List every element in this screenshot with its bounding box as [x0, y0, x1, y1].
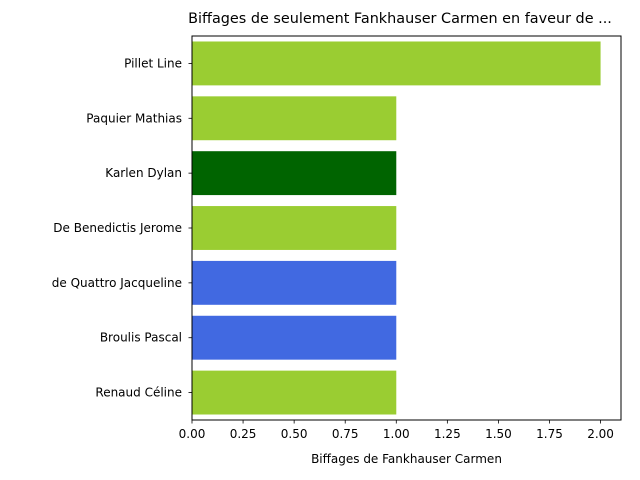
bar	[192, 151, 397, 196]
chart-title: Biffages de seulement Fankhauser Carmen …	[188, 11, 612, 27]
y-tick-label: De Benedictis Jerome	[53, 221, 182, 235]
bar	[192, 370, 397, 415]
bar	[192, 206, 397, 250]
bar	[192, 41, 601, 86]
x-tick-label: 0.50	[281, 427, 308, 441]
x-tick-label: 2.00	[587, 427, 614, 441]
bar	[192, 260, 397, 305]
x-tick-label: 0.25	[230, 427, 257, 441]
x-axis-ticks: 0.00 0.25 0.50 0.75 1.00 1.25 1.50 1.75 2.00	[179, 420, 614, 441]
y-tick-label: Pillet Line	[124, 56, 182, 70]
x-tick-label: 1.00	[383, 427, 410, 441]
y-tick-label: Karlen Dylan	[105, 166, 182, 180]
y-tick-label: de Quattro Jacqueline	[52, 276, 182, 290]
y-axis-ticks: Pillet Line Paquier Mathias Karlen Dylan De…	[52, 56, 192, 400]
x-tick-label: 1.25	[434, 427, 461, 441]
y-tick-label: Renaud Céline	[95, 386, 182, 400]
x-axis-label: Biffages de Fankhauser Carmen	[311, 452, 502, 466]
bar	[192, 315, 397, 360]
x-tick-label: 1.75	[536, 427, 563, 441]
x-tick-label: 0.00	[179, 427, 206, 441]
bar	[192, 96, 397, 141]
y-tick-label: Broulis Pascal	[100, 331, 182, 345]
x-tick-label: 0.75	[332, 427, 359, 441]
bars-group	[192, 41, 601, 415]
plot-frame	[191, 35, 622, 421]
y-tick-label: Paquier Mathias	[86, 111, 182, 125]
x-tick-label: 1.50	[485, 427, 512, 441]
